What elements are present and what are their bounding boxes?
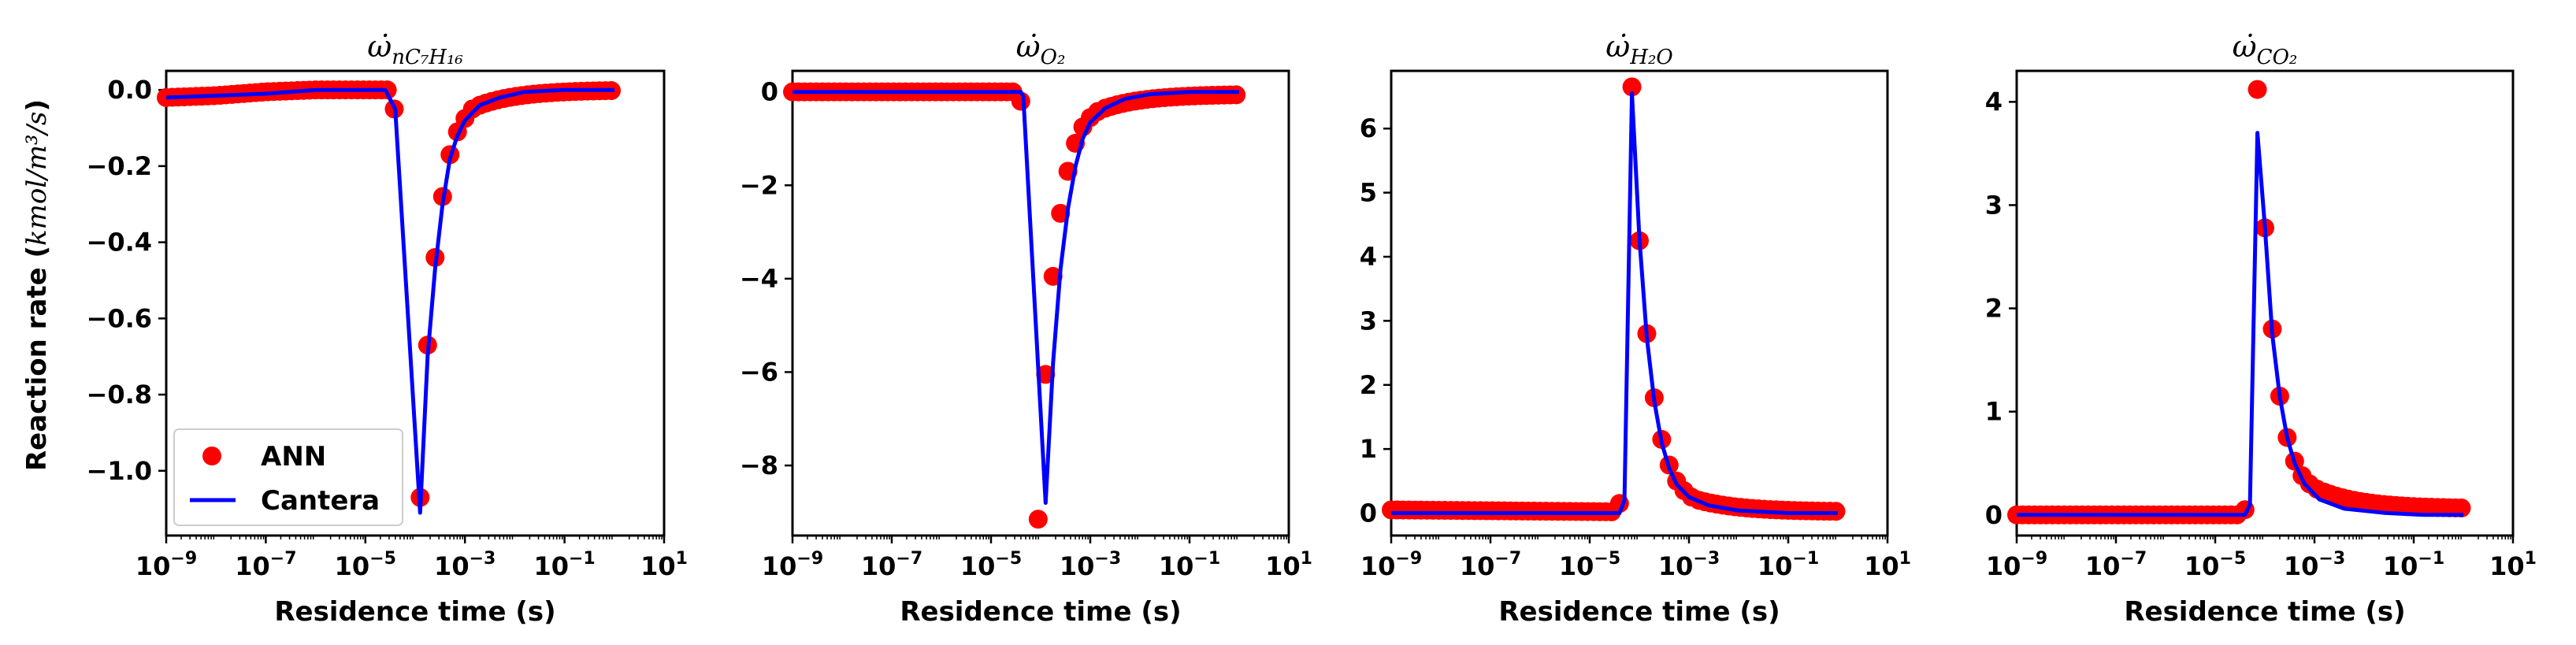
y-tick-label: −0.2 [87,151,153,181]
ann-marker [1227,85,1246,105]
title-symbol: ω̇ [1016,29,1041,64]
x-tick-label: 10−9 [135,549,197,581]
y-tick-label: 0 [1360,499,1377,528]
y-tick-label: 1 [1985,397,2003,427]
x-tick-label: 10−5 [2184,549,2246,581]
x-tick-label: 101 [1265,549,1312,581]
y-tick-label: −2 [740,170,778,200]
y-tick-label: −4 [740,264,778,294]
panel-title: ω̇H₂O [1605,29,1672,69]
panel-1: ω̇nC₇H₁₆ 10−9 10−7 10−5 10−3 10−1 101 Residence… [87,29,688,628]
panel-4: ω̇CO₂ 10−9 10−7 10−5 10−3 10−1 101 Residence ti… [1985,29,2537,628]
x-tick-label: 101 [1864,549,1911,581]
x-tick-label: 10−3 [434,549,496,581]
axes-frame [791,69,1290,537]
ann-marker [1028,510,1048,529]
ann-marker [2248,80,2267,99]
title-symbol: ω̇ [1605,29,1630,64]
x-tick-label: 10−7 [1460,549,1521,581]
axes-frame [2015,69,2515,537]
y-tick-label: 0 [1985,500,2003,530]
y-tick-label: −1.0 [87,456,153,486]
y-axis-label: Reaction rate (kmol/m³/s) [21,99,53,471]
cantera-line [2017,131,2463,517]
y-tick-label: 0 [761,77,778,107]
cantera-line [165,87,614,515]
y-tick-label: 2 [1985,294,2003,324]
panel-title: ω̇nC₇H₁₆ [367,29,463,69]
y-tick-label: −0.4 [87,228,153,258]
x-axis-label: Residence time (s) [1498,596,1780,628]
y-tick-label: 3 [1360,306,1377,335]
ann-marker [2452,499,2471,518]
title-subscript: nC₇H₁₆ [392,46,463,69]
x-tick-label: 10−3 [2284,549,2345,581]
title-subscript: H₂O [1629,46,1672,69]
cantera-line [792,90,1239,505]
y-tick-label: 0.0 [107,75,152,105]
cantera-line [1391,91,1838,515]
title-symbol: ω̇ [2233,29,2257,64]
x-tick-label: 10−9 [1986,549,2047,581]
x-tick-label: 10−5 [960,549,1022,581]
x-tick-label: 101 [2489,549,2537,581]
y-tick-label: 4 [1360,242,1377,272]
y-tick-label: 6 [1360,113,1377,143]
ann-marker [1622,77,1642,97]
x-tick-label: 10−7 [861,549,922,581]
legend-ann-label: ANN [261,441,326,473]
x-tick-label: 10−5 [335,549,396,581]
y-tick-label: 2 [1360,370,1377,400]
x-tick-label: 10−5 [1559,549,1620,581]
x-tick-label: 10−3 [1060,549,1121,581]
axes-frame [1390,69,1889,537]
y-tick-label: 1 [1360,434,1377,464]
x-axis-label: Residence time (s) [900,596,1181,628]
x-tick-label: 101 [640,549,688,581]
y-tick-label: 3 [1985,190,2003,220]
x-tick-label: 10−7 [2085,549,2147,581]
x-axis-label: Residence time (s) [2124,596,2405,628]
x-tick-label: 10−7 [235,549,296,581]
panel-title: ω̇CO₂ [2233,29,2298,69]
y-tick-label: −6 [740,357,778,387]
panel-2: ω̇O₂ 10−9 10−7 10−5 10−3 10−1 101 Residence tim… [740,29,1312,628]
title-subscript: O₂ [1041,46,1066,69]
title-symbol: ω̇ [367,29,392,64]
x-tick-label: 10−1 [533,549,595,581]
x-tick-label: 10−9 [1360,549,1422,581]
x-tick-label: 10−1 [2383,549,2444,581]
x-tick-label: 10−1 [1159,549,1220,581]
axes-frame [165,69,666,537]
x-tick-label: 10−9 [762,549,823,581]
legend-cantera-label: Cantera [261,485,380,517]
panel-title: ω̇O₂ [1016,29,1066,69]
title-subscript: CO₂ [2257,46,2298,69]
legend: ANN Cantera [173,428,403,526]
y-tick-label: 4 [1985,87,2003,117]
x-axis-label: Residence time (s) [274,596,555,628]
legend-ann-marker [202,447,221,465]
y-tick-label: 5 [1360,178,1377,208]
y-tick-label: −8 [740,450,778,480]
y-tick-label: −0.6 [87,303,153,333]
x-tick-label: 10−1 [1758,549,1819,581]
y-tick-label: −0.8 [87,380,153,410]
panel-3: ω̇H₂O 10−9 10−7 10−5 10−3 10−1 101 Residence ti… [1360,29,1911,628]
x-tick-label: 10−3 [1658,549,1720,581]
